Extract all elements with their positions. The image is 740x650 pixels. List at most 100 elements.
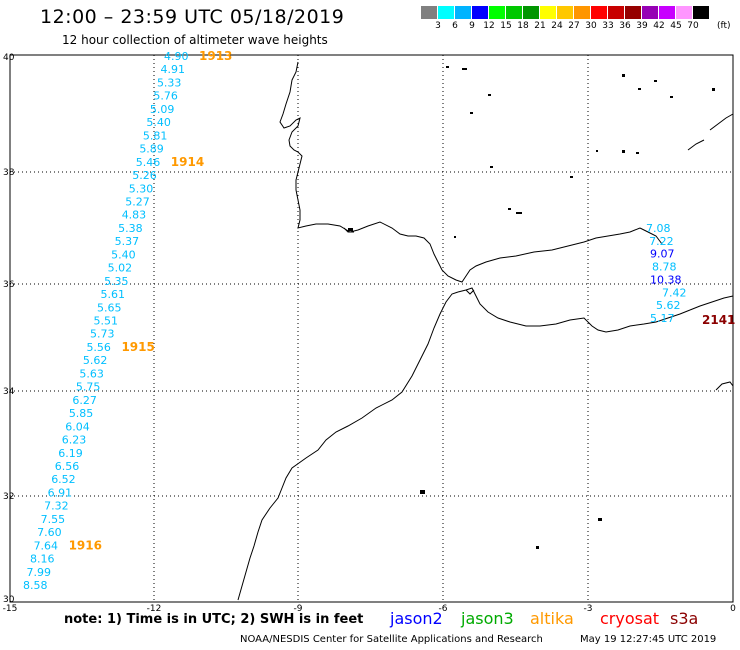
swh-value: 5.46	[136, 156, 161, 169]
swh-value: 7.22	[649, 235, 674, 248]
colorbar-swatch	[540, 6, 557, 19]
colorbar-swatch	[472, 6, 489, 19]
latitude-labels: 40 38 36 34 32 30	[3, 53, 15, 605]
legend-jason3: jason3	[461, 609, 514, 628]
swh-value: 5.51	[94, 315, 119, 328]
swh-value: 5.62	[656, 299, 681, 312]
swh-value: 6.19	[58, 447, 83, 460]
colorbar-label: 12	[483, 21, 495, 31]
swh-value: 5.73	[90, 328, 115, 341]
swh-value: 5.35	[104, 275, 129, 288]
colorbar-label: 27	[568, 21, 580, 31]
time-tag: 1914	[171, 155, 204, 169]
time-tag: 1916	[69, 538, 102, 552]
map-frame	[9, 54, 734, 603]
swh-value: 5.85	[69, 407, 94, 420]
swh-value: 5.09	[150, 103, 175, 116]
colorbar-label: 3	[435, 21, 441, 31]
track-east-time-tag: 2141	[702, 313, 735, 327]
colorbar-swatch	[438, 6, 455, 19]
colorbar-swatch	[455, 6, 472, 19]
longitude-label: -9	[294, 604, 303, 614]
swh-value: 5.40	[111, 248, 136, 261]
colorbar-swatch	[659, 6, 676, 19]
swh-value: 5.76	[153, 90, 178, 103]
swh-value: 5.17	[650, 312, 675, 325]
swh-value: 6.23	[62, 434, 87, 447]
swh-value: 4.90	[164, 50, 189, 63]
colorbar-swatch	[557, 6, 574, 19]
swh-value: 4.91	[160, 63, 185, 76]
swh-value: 9.07	[650, 248, 675, 261]
swh-value: 5.75	[76, 381, 101, 394]
wave-height-colorbar	[421, 6, 710, 19]
legend-s3a: s3a	[670, 609, 699, 628]
swh-value: 7.08	[646, 222, 671, 235]
footer-note: note: 1) Time is in UTC; 2) SWH is in fe…	[64, 612, 364, 627]
legend-cryosat: cryosat	[600, 609, 660, 628]
swh-value: 5.62	[83, 354, 108, 367]
swh-value: 5.65	[97, 301, 122, 314]
legend-jason2: jason2	[390, 609, 443, 628]
swh-value: 7.55	[41, 513, 66, 526]
time-tag: 2141	[702, 313, 735, 327]
colorbar-swatch	[421, 6, 438, 19]
latitude-label: 36	[3, 280, 15, 290]
latitude-label: 32	[3, 492, 14, 502]
longitude-label: -6	[439, 604, 448, 614]
colorbar-label: 30	[585, 21, 597, 31]
swh-value: 5.27	[125, 195, 150, 208]
coastline	[237, 61, 734, 601]
colorbar-label: 39	[636, 21, 648, 31]
colorbar-label: 42	[653, 21, 665, 31]
swh-value: 5.33	[157, 76, 182, 89]
legend-altika: altika	[530, 609, 574, 628]
map-title: 12:00 – 23:59 UTC 05/18/2019	[40, 6, 345, 28]
swh-value: 8.16	[30, 553, 55, 566]
colorbar-units: (ft)	[717, 21, 731, 31]
swh-value: 7.32	[44, 500, 69, 513]
colorbar-swatch	[523, 6, 540, 19]
swh-value: 5.89	[139, 143, 164, 156]
swh-value: 6.91	[48, 486, 73, 499]
longitude-label: 0	[730, 604, 736, 614]
swh-value: 5.81	[143, 129, 168, 142]
island-specks	[348, 66, 715, 549]
longitude-labels: -15 -12 -9 -6 -3 0	[3, 604, 736, 614]
longitude-label: -15	[3, 604, 18, 614]
track-west-time-tags: 1913 1914 1915 1916	[69, 49, 233, 552]
colorbar-swatch	[489, 6, 506, 19]
colorbar-label: 70	[687, 21, 699, 31]
latitude-label: 38	[3, 168, 15, 178]
longitude-label: -12	[147, 604, 162, 614]
colorbar-label: 9	[469, 21, 475, 31]
swh-value: 5.30	[129, 182, 154, 195]
colorbar-label: 21	[534, 21, 546, 31]
colorbar-swatch	[642, 6, 659, 19]
swh-value: 7.60	[37, 526, 62, 539]
swh-value: 10.38	[650, 273, 682, 286]
colorbar-swatch	[591, 6, 608, 19]
swh-value: 5.26	[132, 169, 157, 182]
swh-value: 6.27	[72, 394, 97, 407]
footer-credit: NOAA/NESDIS Center for Satellite Applica…	[240, 634, 543, 645]
colorbar-label: 36	[619, 21, 631, 31]
time-tag: 1913	[199, 49, 232, 63]
footer-timestamp: May 19 12:27:45 UTC 2019	[580, 634, 717, 645]
longitude-label: -3	[584, 604, 593, 614]
swh-value: 5.63	[79, 367, 104, 380]
colorbar-label: 18	[517, 21, 529, 31]
swh-value: 5.02	[108, 262, 133, 275]
colorbar-label: 6	[452, 21, 458, 31]
latitude-label: 30	[3, 595, 15, 605]
graticule	[10, 55, 733, 602]
swh-value: 7.99	[27, 566, 52, 579]
swh-value: 5.38	[118, 222, 143, 235]
swh-value: 7.42	[662, 286, 687, 299]
swh-value: 5.61	[101, 288, 126, 301]
colorbar-swatch	[676, 6, 693, 19]
swh-value: 6.52	[51, 473, 75, 486]
colorbar-swatch	[625, 6, 642, 19]
swh-value: 4.83	[122, 209, 147, 222]
